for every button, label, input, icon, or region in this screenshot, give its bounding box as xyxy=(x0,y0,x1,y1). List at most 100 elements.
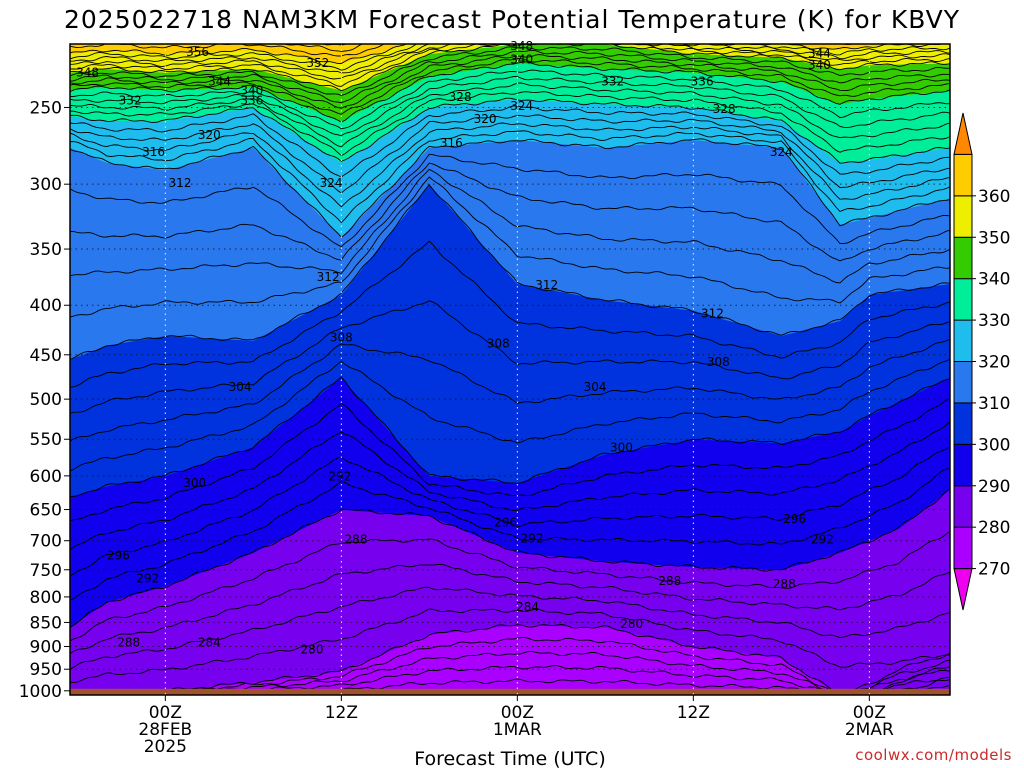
isentrope-326 xyxy=(70,114,950,194)
contour-label-296: 296 xyxy=(107,548,130,562)
colorbar-label-360: 360 xyxy=(978,187,1010,207)
colorbar-label-280: 280 xyxy=(978,518,1010,538)
x-tick-label-36-0: 12Z xyxy=(677,703,710,723)
y-tick-label-300: 300 xyxy=(30,175,62,195)
contour-label-312: 312 xyxy=(701,307,724,321)
pressure-axis: 250 300 350 400 450 500 550 600 650 700 750 800 850 9… xyxy=(19,98,70,702)
isentrope-346 xyxy=(70,49,950,104)
contour-label-304: 304 xyxy=(229,380,252,394)
isentrope-314 xyxy=(70,168,950,284)
isentrope-312 xyxy=(70,176,950,318)
colorbar-segment-300 xyxy=(953,402,973,445)
y-tick-label-650: 650 xyxy=(30,501,62,521)
y-tick-label-1000: 1000 xyxy=(19,682,62,702)
contour-label-320: 320 xyxy=(198,128,221,142)
isentrope-354 xyxy=(70,44,950,80)
contour-label-336: 336 xyxy=(691,74,714,88)
y-tick-label-450: 450 xyxy=(30,346,62,366)
colorbar-label-350: 350 xyxy=(978,228,1010,248)
colorbar-segment-330 xyxy=(953,278,973,321)
contour-label-316: 316 xyxy=(440,136,463,150)
isentrope-332 xyxy=(70,91,950,157)
colorbar-label-320: 320 xyxy=(978,353,1010,373)
contour-label-340: 340 xyxy=(510,52,533,66)
contour-label-324: 324 xyxy=(510,99,533,113)
isentrope-294 xyxy=(70,446,950,577)
y-tick-label-900: 900 xyxy=(30,637,62,657)
isentrope-306 xyxy=(70,300,950,414)
contour-label-288: 288 xyxy=(658,574,681,588)
isentrope-282 xyxy=(70,608,950,683)
contour-label-324: 324 xyxy=(770,145,793,159)
isentrope-358 xyxy=(70,44,950,71)
isentrope-310 xyxy=(70,183,950,360)
isentrope-320 xyxy=(70,138,950,238)
contour-label-316: 316 xyxy=(142,145,165,159)
isentrope-284 xyxy=(70,586,950,670)
isentrope-290 xyxy=(70,488,950,628)
isentrope-330 xyxy=(70,97,950,164)
isentrope-322 xyxy=(70,130,950,224)
contour-label-312: 312 xyxy=(169,176,192,190)
isentrope-316 xyxy=(70,162,950,262)
contour-label-352: 352 xyxy=(306,56,329,70)
colorbar-segment-310 xyxy=(953,361,973,404)
x-tick-label-24-1: 1MAR xyxy=(493,720,542,740)
ground-surface xyxy=(70,688,950,695)
colorbar-segment-260 xyxy=(953,568,973,611)
contour-label-304: 304 xyxy=(584,380,607,394)
contour-label-288: 288 xyxy=(773,577,796,591)
isentrope-356 xyxy=(70,44,950,74)
contour-label-344: 344 xyxy=(208,74,231,88)
contour-label-344: 344 xyxy=(808,47,831,61)
y-tick-label-250: 250 xyxy=(30,98,62,118)
isentrope-304 xyxy=(70,338,950,442)
x-tick-label-12-0: 12Z xyxy=(325,703,358,723)
isentrope-292 xyxy=(70,467,950,601)
colorbar-segment-290 xyxy=(953,443,973,487)
y-tick-label-600: 600 xyxy=(30,467,62,487)
contour-label-292: 292 xyxy=(328,470,351,484)
contour-label-292: 292 xyxy=(136,572,159,586)
isentrope-340 xyxy=(70,61,950,123)
contour-label-296: 296 xyxy=(783,512,806,526)
contour-label-288: 288 xyxy=(345,533,368,547)
colorbar-label-290: 290 xyxy=(978,477,1010,497)
contour-label-340: 340 xyxy=(240,83,263,97)
contour-label-324: 324 xyxy=(320,176,343,190)
contour-label-332: 332 xyxy=(119,94,142,108)
isentrope-334 xyxy=(70,82,950,148)
x-tick-label-24-0: 00Z xyxy=(501,703,534,723)
isentrope-300 xyxy=(70,376,950,497)
isentrope-338 xyxy=(70,69,950,130)
chart-title: 2025022718 NAM3KM Forecast Potential Tem… xyxy=(64,5,960,34)
gridlines xyxy=(70,44,950,695)
x-tick-label-48-0: 00Z xyxy=(853,703,886,723)
credit-text: coolwx.com/models xyxy=(855,746,1012,764)
contour-label-340: 340 xyxy=(808,58,831,72)
y-tick-label-750: 750 xyxy=(30,561,62,581)
y-tick-label-950: 950 xyxy=(30,660,62,680)
contour-label-336: 336 xyxy=(240,94,263,108)
isentrope-318 xyxy=(70,153,950,248)
contour-label-348: 348 xyxy=(510,39,533,53)
colorbar-label-330: 330 xyxy=(978,311,1010,331)
y-tick-label-700: 700 xyxy=(30,532,62,552)
colorbar-segment-340 xyxy=(953,236,973,280)
x-axis-title: Forecast Time (UTC) xyxy=(414,748,605,768)
contour-label-300: 300 xyxy=(610,441,633,455)
contour-label-308: 308 xyxy=(330,331,353,345)
contour-label-280: 280 xyxy=(301,643,324,657)
isentrope-344 xyxy=(70,54,950,109)
colorbar-label-270: 270 xyxy=(978,560,1010,580)
isentrope-302 xyxy=(70,358,950,472)
contour-label-312: 312 xyxy=(535,278,558,292)
colorbar-segment-370 xyxy=(953,112,973,155)
x-tick-label-0-0: 00Z xyxy=(149,703,182,723)
colorbar-label-310: 310 xyxy=(978,394,1010,414)
colorbar-segment-360 xyxy=(953,153,973,197)
potential-temperature-fill xyxy=(70,44,950,695)
contour-label-300: 300 xyxy=(183,476,206,490)
contour-label-328: 328 xyxy=(449,90,472,104)
